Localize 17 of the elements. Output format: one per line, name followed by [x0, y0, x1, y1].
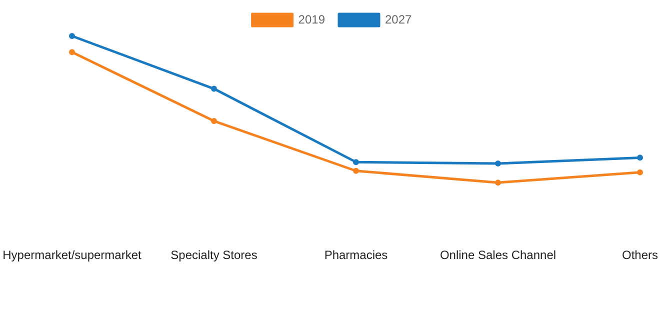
- point: [495, 160, 501, 167]
- point: [495, 180, 501, 186]
- point: [637, 154, 643, 161]
- x-tick-label: Others: [622, 248, 658, 262]
- point: [69, 33, 75, 39]
- point: [353, 168, 359, 174]
- point: [637, 169, 643, 176]
- x-tick-label: Online Sales Channel: [440, 248, 556, 262]
- point: [211, 86, 217, 92]
- point: [353, 159, 359, 166]
- legend-label: 2027: [385, 12, 412, 26]
- x-tick-label: Pharmacies: [324, 248, 388, 262]
- x-tick-label: Hypermarket/supermarket: [2, 248, 142, 262]
- point: [69, 49, 75, 56]
- x-tick-label: Specialty Stores: [170, 248, 258, 262]
- legend-label: 2019: [298, 12, 326, 26]
- point: [211, 118, 217, 124]
